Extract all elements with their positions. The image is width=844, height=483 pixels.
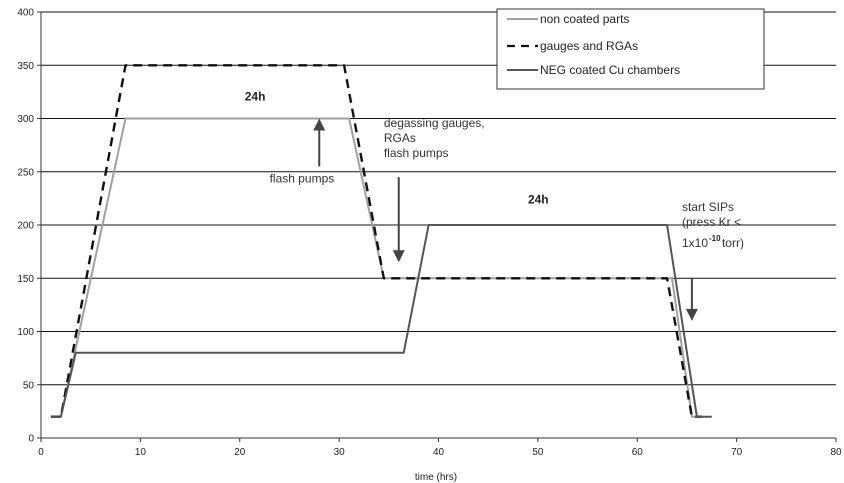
x-tick-label-80: 80 [830,447,842,458]
x-tick-label-70: 70 [731,447,743,458]
series-line-non-coated-parts [50,117,702,418]
x-tick-labels: 0 10 20 30 40 50 60 70 80 [38,447,842,458]
series-line-gauges-and-rgas [50,64,702,418]
legend-box [496,8,765,90]
annotation-degassing-line-2: RGAs [384,131,416,145]
annotation-start-sips-exponent: -10 [709,234,721,243]
x-tick-label-50: 50 [532,447,544,458]
legend-label-non-coated: non coated parts [540,12,629,26]
annotation-flash-pumps-arrow-head [313,118,326,131]
x-tick-label-10: 10 [135,447,147,458]
y-tick-label-100: 100 [17,327,34,338]
legend-label-neg: NEG coated Cu chambers [540,63,680,77]
x-tick-label-40: 40 [433,447,445,458]
series-lines [50,64,712,418]
annotation-flash-pumps: flash pumps [270,171,335,185]
y-tick-labels: 0 50 100 150 200 250 300 350 400 [17,8,34,445]
x-tick-label-0: 0 [38,447,44,458]
annotation-degassing-arrow-head [392,250,405,263]
annotation-start-sips-line-3: 1x10 [682,236,708,250]
x-tick-label-60: 60 [632,447,644,458]
series-line-neg-coated-cu-chambers [50,224,712,418]
legend: non coated parts gauges and RGAs NEG coa… [496,8,765,90]
annotation-start-sips-line-2: (press Kr < [682,215,741,229]
annotation-24h-first: 24h [245,89,266,103]
annotation-degassing-line-3: flash pumps [384,146,449,160]
y-tick-label-250: 250 [17,167,34,178]
x-tick-label-30: 30 [334,447,346,458]
axes [37,11,837,442]
annotation-degassing-line-1: degassing gauges, [384,116,485,130]
y-tick-label-50: 50 [23,380,35,391]
y-tick-label-200: 200 [17,221,34,232]
x-tick-label-20: 20 [234,447,246,458]
y-tick-label-300: 300 [17,114,34,125]
y-tick-label-400: 400 [17,8,34,19]
annotation-24h-second: 24h [528,193,549,207]
annotation-start-sips-arrow-head [685,308,698,321]
annotation-start-sips-line-4: torr) [722,236,744,250]
x-axis-title: time (hrs) [415,472,457,483]
legend-label-gauges: gauges and RGAs [540,39,638,53]
y-tick-label-0: 0 [28,434,34,445]
annotation-start-sips-line-1: start SIPs [682,200,734,214]
y-tick-label-150: 150 [17,274,34,285]
y-tick-label-350: 350 [17,61,34,72]
